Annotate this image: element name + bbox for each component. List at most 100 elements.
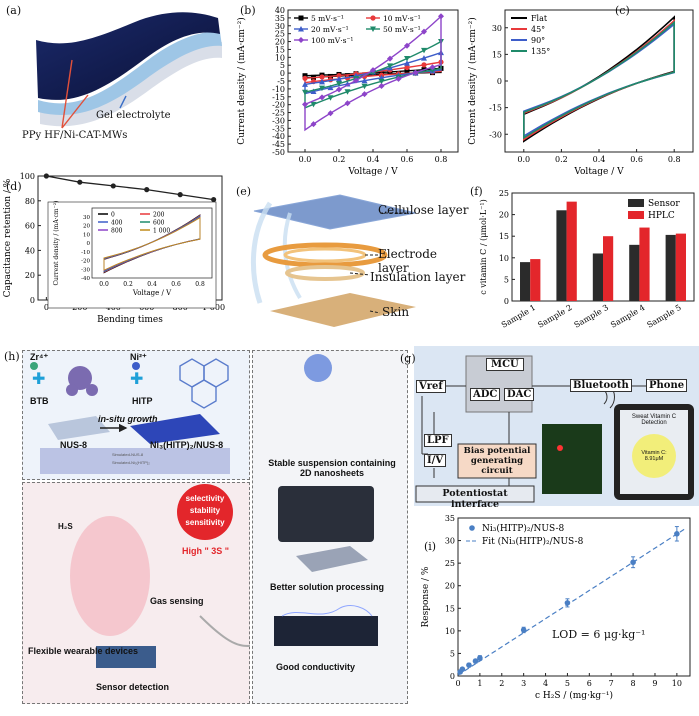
y-tick-label: -30 bbox=[272, 116, 285, 125]
retention-point bbox=[211, 196, 217, 203]
legend-label: 5 mV·s⁻¹ bbox=[311, 14, 344, 23]
series-marker bbox=[378, 83, 385, 90]
category-label: Sample 2 bbox=[536, 303, 573, 330]
label-selectivity: selectivity bbox=[185, 494, 225, 503]
series-marker bbox=[353, 77, 359, 84]
series-marker bbox=[378, 78, 385, 85]
block-bluetooth: Bluetooth bbox=[570, 379, 632, 392]
x-tick-label: 0.0 bbox=[299, 155, 312, 164]
series-marker bbox=[421, 28, 427, 35]
inset-x-tick-label: 0.2 bbox=[123, 281, 133, 288]
inset-legend-label: 200 bbox=[153, 212, 165, 219]
phone-screen-value: Vitamin C: 8.91μM bbox=[641, 450, 667, 462]
series-marker bbox=[361, 91, 368, 98]
block-lpf: LPF bbox=[424, 434, 452, 447]
panel-c: (c) 0.0 0.2 0.4 0.6 0.8 -30 -15 0 15 30 Voltage / … bbox=[465, 0, 699, 185]
retention-point bbox=[177, 192, 183, 198]
layer-label-insulation: Insulation layer bbox=[370, 270, 466, 284]
inset-legend-label: 800 bbox=[111, 228, 123, 235]
series-marker bbox=[370, 15, 376, 21]
x-tick-label: 0.4 bbox=[593, 155, 606, 164]
data-point bbox=[459, 666, 466, 673]
panel-i-label: (i) bbox=[424, 540, 437, 553]
label-hitp: HITP bbox=[132, 396, 153, 406]
x-tick-label: 0.8 bbox=[668, 155, 681, 164]
series-marker bbox=[429, 64, 436, 71]
series-marker bbox=[421, 62, 427, 68]
panel-f-label: (f) bbox=[470, 185, 483, 198]
label-wearable: Flexible wearable devices bbox=[28, 646, 139, 656]
y-axis-label: Response / % bbox=[421, 566, 431, 627]
y-tick-label: 20 bbox=[499, 211, 509, 220]
y-tick-label: 60 bbox=[25, 222, 35, 231]
legend-label: Flat bbox=[531, 14, 548, 23]
panel-e: (e) Cellulose layer Electrode layer Insu… bbox=[230, 183, 470, 333]
panel-e-label: (e) bbox=[236, 185, 252, 198]
series-marker bbox=[327, 84, 334, 91]
series-marker bbox=[421, 47, 427, 54]
series-marker bbox=[361, 83, 368, 90]
series-marker bbox=[336, 81, 342, 87]
y-tick-label: -5 bbox=[277, 77, 285, 86]
label-ni: Ni²⁺ bbox=[130, 352, 147, 362]
legend-label: Fit (Ni₃(HITP)₂/NUS-8 bbox=[482, 536, 584, 547]
y-axis-label: Current density / (mA·cm⁻²) bbox=[236, 17, 247, 145]
layer-label-skin: Skin bbox=[382, 305, 410, 319]
series-marker bbox=[310, 121, 317, 128]
layer-label-cellulose: Cellulose layer bbox=[378, 203, 469, 217]
series-marker bbox=[370, 26, 376, 32]
label-sim-nus8: Simulated-NUS-8 bbox=[112, 452, 144, 457]
y-tick-label: 25 bbox=[499, 189, 509, 198]
legend-label: 135° bbox=[531, 47, 550, 56]
label-better-processing: Better solution processing bbox=[270, 582, 385, 592]
inset-y-tick-label: 0 bbox=[87, 241, 91, 247]
bar-hplc bbox=[566, 201, 577, 301]
category-label: Sample 4 bbox=[609, 303, 646, 330]
series-marker bbox=[298, 15, 304, 21]
series-marker bbox=[302, 73, 308, 79]
flexible-device-illustration bbox=[36, 12, 222, 129]
legend-label: 20 mV·s⁻¹ bbox=[311, 25, 349, 34]
x-tick-label: 4 bbox=[543, 679, 548, 688]
block-iv: I/V bbox=[424, 454, 447, 467]
bar-hplc bbox=[639, 227, 650, 301]
y-tick-label: 20 bbox=[25, 271, 35, 280]
legend-swatch bbox=[628, 211, 644, 219]
x-tick-label: 0.2 bbox=[333, 155, 346, 164]
block-bias-circuit: Bias potential generating circuit bbox=[463, 446, 531, 477]
x-axis-label: Bending times bbox=[97, 315, 163, 325]
series-marker bbox=[387, 55, 393, 62]
data-point bbox=[466, 662, 472, 668]
series-marker bbox=[429, 67, 436, 73]
y-tick-label: 30 bbox=[275, 22, 285, 31]
series-marker bbox=[319, 85, 325, 92]
legend-label: 90° bbox=[531, 36, 545, 45]
y-tick-label: -15 bbox=[489, 104, 502, 113]
retention-point bbox=[43, 173, 49, 179]
legend-label: 45° bbox=[531, 25, 545, 34]
label-h2s: H₂S bbox=[58, 522, 73, 531]
series-marker bbox=[319, 74, 325, 80]
svg-text:✚: ✚ bbox=[130, 369, 143, 388]
inset-plot-frame bbox=[91, 207, 213, 279]
y-tick-label: 15 bbox=[445, 604, 455, 613]
series-marker bbox=[387, 63, 393, 69]
data-point bbox=[564, 600, 571, 606]
chart-i: 0 1 2 3 4 5 6 7 8 9 10 0 5 10 15 20 25 30 35 c H₂S / (mg·kg… bbox=[421, 514, 691, 701]
panel-d-label: (d) bbox=[6, 180, 22, 193]
inset-legend-label: 0 bbox=[111, 212, 115, 219]
y-tick-label: -25 bbox=[272, 109, 285, 118]
panel-g: (g) MCU Vref ADC DAC Bluetooth Phone LPF… bbox=[400, 346, 699, 510]
y-tick-label: 0 bbox=[504, 297, 509, 306]
inset-legend-label: 400 bbox=[111, 220, 123, 227]
legend-label: HPLC bbox=[648, 211, 675, 221]
layered-sensor-illustration bbox=[251, 194, 417, 327]
inset-x-tick-label: 0.8 bbox=[195, 281, 205, 288]
retention-point bbox=[144, 187, 150, 193]
series-marker bbox=[302, 101, 308, 108]
inset-y-tick-label: -10 bbox=[81, 250, 90, 256]
inset-y-tick-label: -40 bbox=[81, 276, 90, 282]
bar-sensor bbox=[665, 234, 676, 301]
bar-hplc bbox=[603, 236, 614, 301]
